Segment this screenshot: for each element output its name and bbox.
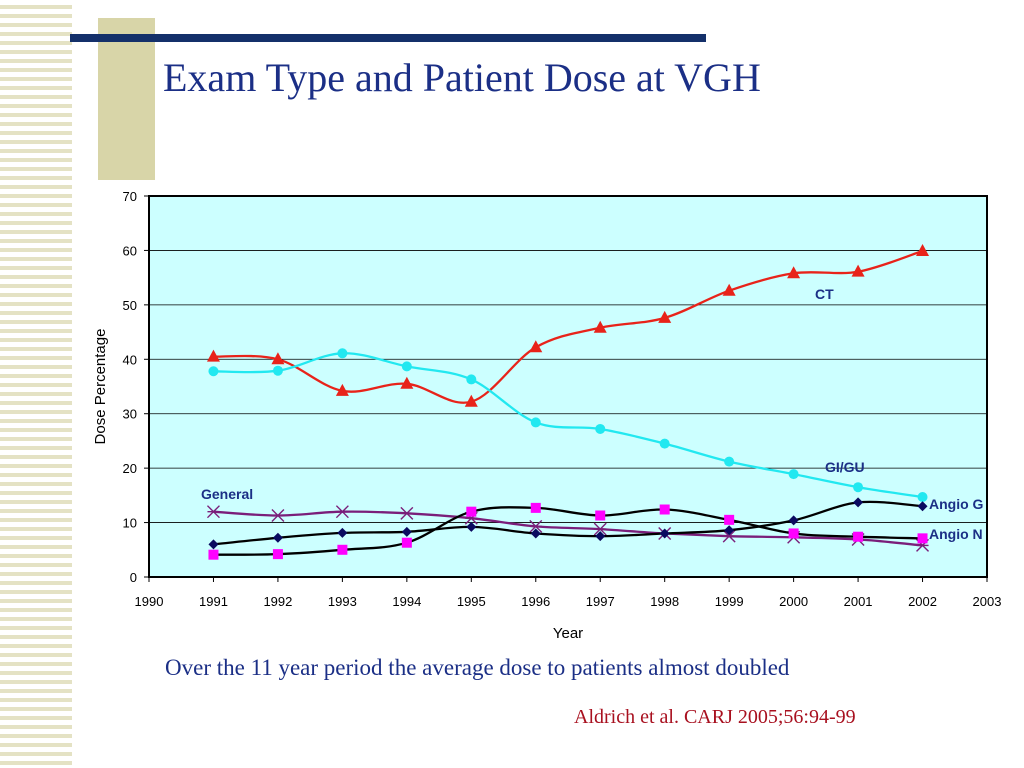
- series-line-gi-gu: [213, 352, 923, 499]
- data-point-gi-gu: [595, 423, 606, 434]
- data-point-ct: [271, 352, 285, 365]
- data-point-angio-n: [659, 504, 670, 515]
- series-label-gi-gu: GI/GU: [825, 459, 865, 475]
- accent-block: [98, 18, 155, 180]
- citation: Aldrich et al. CARJ 2005;56:94-99: [574, 706, 856, 728]
- x-tick-label: 1992: [263, 594, 292, 609]
- data-point-angio-g: [530, 528, 541, 539]
- y-tick-label: 40: [123, 352, 137, 367]
- slide-title: Exam Type and Patient Dose at VGH: [163, 55, 761, 100]
- x-tick-label: 1990: [135, 594, 164, 609]
- y-tick-label: 10: [123, 516, 137, 531]
- x-tick-label: 1994: [392, 594, 421, 609]
- data-point-angio-n: [272, 549, 283, 560]
- y-tick-label: 0: [130, 570, 137, 585]
- x-tick-label: 1998: [650, 594, 679, 609]
- data-point-angio-g: [595, 531, 606, 542]
- series-label-general: General: [201, 486, 253, 502]
- x-tick-label: 1991: [199, 594, 228, 609]
- data-point-angio-g: [337, 527, 348, 538]
- data-point-angio-g: [724, 525, 735, 536]
- y-tick-label: 60: [123, 243, 137, 258]
- x-tick-label: 2003: [973, 594, 1002, 609]
- data-point-general: [335, 505, 349, 519]
- data-point-general: [593, 522, 607, 536]
- data-point-angio-n: [466, 506, 477, 517]
- data-point-ct: [464, 394, 478, 407]
- data-point-angio-g: [466, 521, 477, 532]
- plot-area: [148, 195, 988, 578]
- data-point-gi-gu: [917, 491, 928, 502]
- y-axis-title: Dose Percentage: [92, 329, 109, 445]
- x-tick-label: 1993: [328, 594, 357, 609]
- data-point-gi-gu: [272, 365, 283, 376]
- data-point-angio-g: [917, 501, 928, 512]
- data-point-angio-g: [853, 497, 864, 508]
- x-tick-label: 1999: [715, 594, 744, 609]
- chart-svg: 0 10 20 30 40 50 60 70 1990 1991 1992 1993 1994 1995 1…: [92, 189, 1002, 642]
- left-stripe-decoration: [0, 0, 72, 768]
- data-point-general: [400, 506, 414, 520]
- data-point-gi-gu: [724, 456, 735, 467]
- data-point-gi-gu: [853, 482, 864, 493]
- data-point-ct: [400, 376, 414, 389]
- data-point-ct: [722, 283, 736, 296]
- data-point-general: [529, 519, 543, 533]
- series-label-ct: CT: [815, 286, 834, 302]
- series-line-angio-g: [213, 500, 923, 546]
- data-point-angio-g: [272, 532, 283, 543]
- data-point-angio-n: [208, 549, 219, 560]
- y-tick-label: 50: [123, 298, 137, 313]
- data-point-gi-gu: [337, 348, 348, 359]
- data-point-angio-n: [337, 544, 348, 555]
- data-point-ct: [851, 264, 865, 277]
- y-tick-label: 70: [123, 189, 137, 204]
- y-tick-label: 30: [123, 407, 137, 422]
- x-tick-label: 1997: [586, 594, 615, 609]
- series-label-angio-g: Angio G: [929, 496, 984, 512]
- x-tick-label: 2002: [908, 594, 937, 609]
- data-point-ct: [335, 383, 349, 396]
- data-point-gi-gu: [659, 438, 670, 449]
- data-point-ct: [658, 310, 672, 323]
- data-point-angio-g: [659, 528, 670, 539]
- series-label-angio-n: Angio N: [929, 526, 983, 542]
- y-tick-label: 20: [123, 461, 137, 476]
- data-point-gi-gu: [401, 361, 412, 372]
- data-point-angio-g: [208, 539, 219, 550]
- data-point-gi-gu: [208, 366, 219, 377]
- data-point-general: [206, 505, 220, 519]
- data-point-gi-gu: [466, 374, 477, 385]
- x-tick-label: 1996: [521, 594, 550, 609]
- series-line-ct: [213, 249, 923, 404]
- series-line-angio-n: [213, 506, 923, 556]
- data-point-general: [271, 509, 285, 522]
- data-point-angio-n: [595, 510, 606, 521]
- data-point-ct: [529, 340, 543, 353]
- data-point-ct: [206, 349, 220, 362]
- data-point-gi-gu: [788, 469, 799, 480]
- dose-chart: 0 10 20 30 40 50 60 70 1990 1991 1992 1993 1994 1995 1…: [80, 182, 1020, 652]
- data-point-angio-n: [853, 531, 864, 542]
- title-rule: [70, 34, 706, 42]
- x-tick-label: 1995: [457, 594, 486, 609]
- data-point-angio-n: [401, 537, 412, 548]
- data-point-angio-n: [724, 514, 735, 525]
- data-point-angio-n: [917, 533, 928, 544]
- data-point-angio-g: [788, 515, 799, 526]
- x-tick-label: 2000: [779, 594, 808, 609]
- slide-caption: Over the 11 year period the average dose…: [165, 655, 790, 680]
- data-point-angio-n: [788, 528, 799, 539]
- data-point-gi-gu: [530, 417, 541, 428]
- x-tick-label: 2001: [844, 594, 873, 609]
- x-axis-title: Year: [553, 625, 583, 642]
- data-point-general: [722, 529, 736, 543]
- data-point-ct: [787, 266, 801, 279]
- data-point-angio-g: [401, 526, 412, 537]
- data-point-ct: [916, 243, 930, 256]
- data-point-angio-n: [530, 502, 541, 513]
- data-point-ct: [593, 320, 607, 333]
